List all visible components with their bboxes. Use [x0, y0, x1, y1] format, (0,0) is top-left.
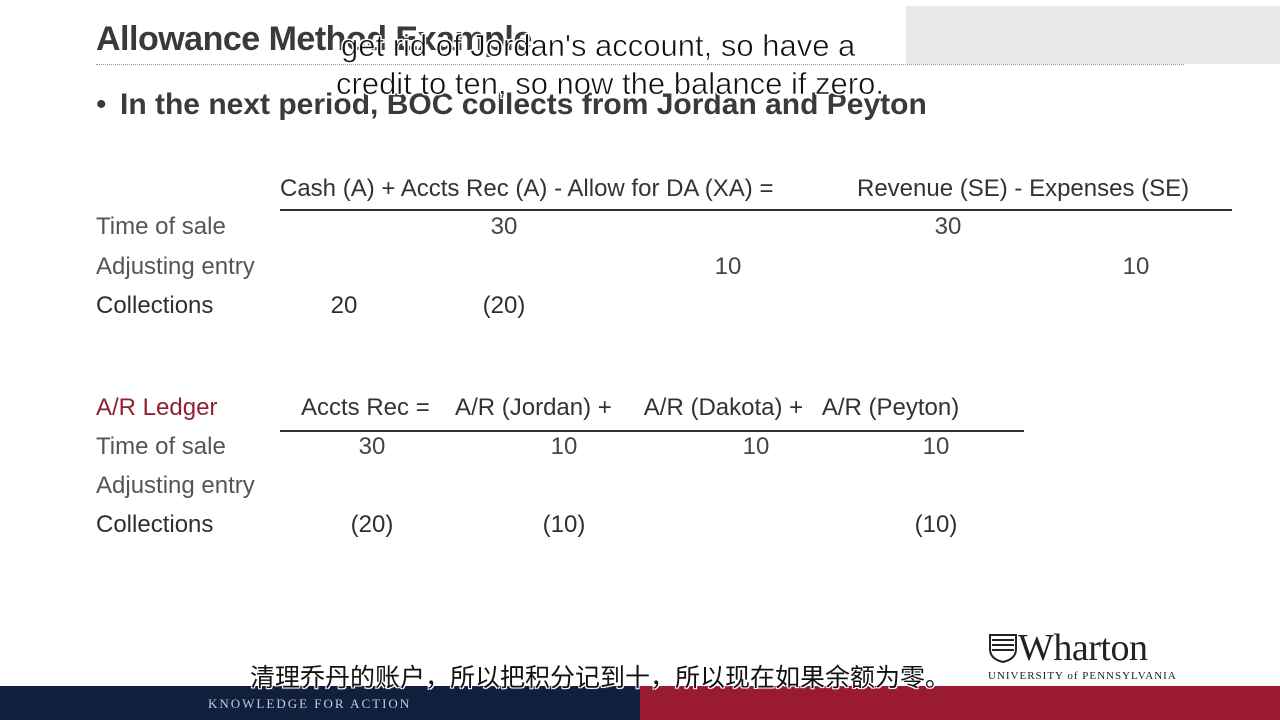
table1-row-label-time-of-sale: Time of sale: [96, 213, 226, 240]
bullet-text: In the next period, BOC collects from Jo…: [120, 88, 927, 121]
table2-accts-rec-collections: (20): [350, 511, 394, 538]
slide-title: Allowance Method Example: [96, 20, 532, 58]
title-divider: [96, 64, 1184, 65]
table2-jordan-time-of-sale: 10: [550, 433, 578, 460]
wharton-logo: Wharton UNIVERSITY of PENNSYLVANIA: [988, 626, 1177, 682]
slide-bullet: • In the next period, BOC collects from J…: [96, 88, 927, 122]
footer-tagline: KNOWLEDGE FOR ACTION: [208, 696, 412, 711]
table2-header: Accts Rec = A/R (Jordan) + A/R (Dakota) …: [301, 394, 960, 421]
logo-wordmark: Wharton: [1018, 627, 1148, 669]
table1-row-label-adjusting-entry: Adjusting entry: [96, 253, 255, 280]
caption-chinese: 清理乔丹的账户，所以把积分记到十，所以现在如果余额为零。: [250, 664, 951, 692]
table2-row-label-time-of-sale: Time of sale: [96, 433, 226, 460]
table1-header-right: Revenue (SE) - Expenses (SE): [857, 175, 1190, 202]
shield-icon: [989, 634, 1017, 663]
bullet-dot-icon: •: [96, 88, 107, 121]
table1-accts-rec-collections: (20): [482, 292, 526, 319]
logo-subtitle: UNIVERSITY of PENNSYLVANIA: [988, 670, 1177, 682]
caption-english-line-2: credit to ten, so now the balance if zer…: [336, 66, 885, 102]
ar-ledger-label: A/R Ledger: [96, 394, 218, 421]
table1-row-label-collections: Collections: [96, 292, 214, 319]
caption-overlay-box: [906, 6, 1280, 64]
table1-accts-rec-time-of-sale: 30: [490, 213, 518, 240]
table1-revenue-time-of-sale: 30: [934, 213, 962, 240]
table1-allow-adjusting-entry: 10: [714, 253, 742, 280]
table2-peyton-time-of-sale: 10: [922, 433, 950, 460]
footer-red-band: [640, 686, 1280, 720]
table1-expenses-adjusting-entry: 10: [1122, 253, 1150, 280]
footer-dark-band: [0, 686, 640, 720]
table2-peyton-collections: (10): [914, 511, 958, 538]
table2-jordan-collections: (10): [542, 511, 586, 538]
table1-cash-collections: 20: [330, 292, 358, 319]
table1-header-left: Cash (A) + Accts Rec (A) - Allow for DA …: [280, 175, 774, 202]
table2-accts-rec-time-of-sale: 30: [358, 433, 386, 460]
table2-row-label-collections: Collections: [96, 511, 214, 538]
table2-row-label-adjusting-entry: Adjusting entry: [96, 472, 255, 499]
table2-header-rule: [280, 430, 1024, 432]
caption-english-line-1: get rid of Jordan's account, so have a: [341, 28, 856, 64]
table1-header-rule: [280, 209, 1232, 211]
table2-dakota-time-of-sale: 10: [742, 433, 770, 460]
